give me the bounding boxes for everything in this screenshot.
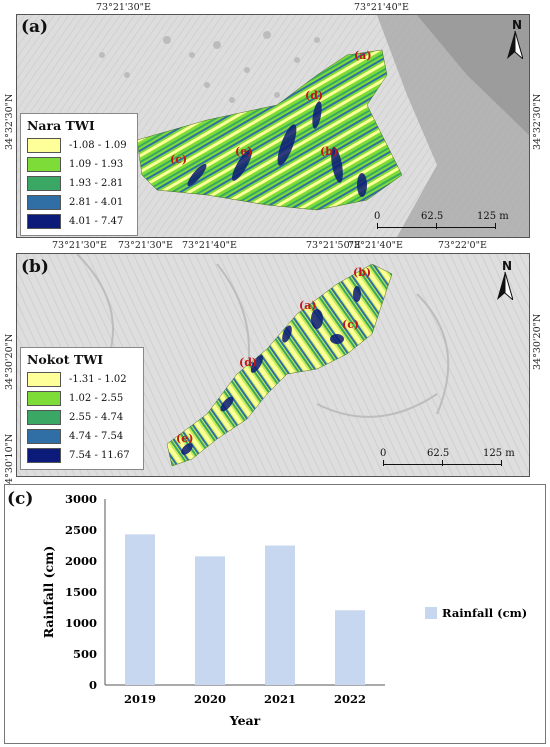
hillshade-map-a bbox=[17, 15, 529, 237]
legend-label: 1.09 - 1.93 bbox=[69, 159, 124, 170]
panel-label-a: (a) bbox=[21, 17, 49, 37]
legend-item: 1.09 - 1.93 bbox=[27, 155, 131, 174]
top-coord-a-1: 73°21'30"E bbox=[96, 2, 151, 13]
legend-item: 1.93 - 2.81 bbox=[27, 174, 131, 193]
scale-label: 0 bbox=[374, 211, 381, 222]
legend-item: 4.74 - 7.54 bbox=[27, 427, 137, 446]
legend-swatch bbox=[27, 410, 61, 425]
y-tick-label: 2000 bbox=[65, 554, 97, 568]
legend-item: -1.31 - 1.02 bbox=[27, 370, 137, 389]
x-axis-label: Year bbox=[229, 713, 261, 728]
site-label-a-a: (a) bbox=[354, 49, 372, 62]
legend-title-a: Nara TWI bbox=[27, 118, 95, 133]
scale-label: 125 m bbox=[483, 448, 515, 459]
right-coord-b: 34°30'20"N bbox=[532, 313, 543, 370]
north-arrow-icon bbox=[507, 31, 523, 59]
legend-item: -1.08 - 1.09 bbox=[27, 136, 131, 155]
legend-b: Nokot TWI -1.31 - 1.02 1.02 - 2.55 2.55 … bbox=[20, 347, 144, 470]
site-label-a-b: (b) bbox=[320, 145, 339, 158]
y-tick-label: 3000 bbox=[65, 492, 97, 506]
site-label-b-a: (a) bbox=[299, 299, 317, 312]
legend-label: 7.54 - 11.67 bbox=[69, 450, 130, 461]
legend-label: 1.02 - 2.55 bbox=[69, 393, 124, 404]
x-tick-label: 2021 bbox=[264, 692, 296, 706]
rainfall-bar-chart: 0 500 1000 1500 2000 2500 3000 2019 2020 2021 2022… bbox=[41, 492, 527, 728]
left-coord-a: 34°32'30"N bbox=[4, 93, 15, 150]
bar-2021 bbox=[265, 545, 295, 685]
legend-label: 2.55 - 4.74 bbox=[69, 412, 124, 423]
site-label-b-d: (d) bbox=[239, 356, 258, 369]
legend-item: 4.01 - 7.47 bbox=[27, 212, 131, 231]
legend-swatch bbox=[27, 429, 61, 444]
legend-item: 1.02 - 2.55 bbox=[27, 389, 137, 408]
left-coord-b-top: 34°30'20"N bbox=[4, 333, 15, 390]
legend-swatch-rainfall bbox=[425, 607, 437, 619]
legend-swatch bbox=[27, 372, 61, 387]
legend-a: Nara TWI -1.08 - 1.09 1.09 - 1.93 1.93 -… bbox=[20, 113, 138, 236]
legend-swatch bbox=[27, 157, 61, 172]
scale-label: 0 bbox=[380, 448, 387, 459]
site-label-b-b: (b) bbox=[353, 266, 372, 279]
map-panel-b: (b) (a) (b) (c) (d) (e) N Nokot TWI -1.3… bbox=[16, 253, 530, 477]
legend-swatch bbox=[27, 214, 61, 229]
north-arrow-a: N bbox=[507, 19, 527, 59]
top-coord-b-1: 73°21'30"E bbox=[118, 240, 173, 251]
legend-item: 7.54 - 11.67 bbox=[27, 446, 137, 465]
legend-swatch bbox=[27, 448, 61, 463]
legend-swatch bbox=[27, 176, 61, 191]
legend-swatch bbox=[27, 391, 61, 406]
legend-swatch bbox=[27, 138, 61, 153]
legend-swatch bbox=[27, 195, 61, 210]
scale-label: 125 m bbox=[477, 211, 509, 222]
x-tick-label: 2020 bbox=[194, 692, 226, 706]
bar-2020 bbox=[195, 556, 225, 685]
top-coord-b-2: 73°21'40"E bbox=[348, 240, 403, 251]
rainfall-chart-panel: (c) 0 500 1000 1500 2000 2500 3000 2019 2020 2021… bbox=[4, 484, 546, 744]
top-coord-a-2: 73°21'40"E bbox=[354, 2, 409, 13]
legend-label: 4.01 - 7.47 bbox=[69, 216, 124, 227]
y-axis-label: Rainfall (cm) bbox=[41, 546, 56, 639]
x-tick-label: 2022 bbox=[334, 692, 366, 706]
legend-label-rainfall: Rainfall (cm) bbox=[442, 606, 527, 620]
site-label-b-c: (c) bbox=[342, 318, 360, 331]
bottom-coord-a-3: 73°21'50"E bbox=[306, 240, 361, 251]
panel-label-c: (c) bbox=[7, 489, 34, 509]
north-arrow-icon bbox=[497, 272, 513, 300]
left-coord-b: 34°30'10"N bbox=[4, 433, 15, 490]
y-tick-label: 1000 bbox=[65, 616, 97, 630]
site-label-a-e: (e) bbox=[235, 145, 253, 158]
bar-2019 bbox=[125, 534, 155, 685]
legend-label: -1.31 - 1.02 bbox=[69, 374, 127, 385]
legend-item: 2.55 - 4.74 bbox=[27, 408, 137, 427]
scale-label: 62.5 bbox=[427, 448, 450, 459]
bar-2022 bbox=[335, 610, 365, 685]
y-tick-label: 2500 bbox=[65, 523, 97, 537]
scale-label: 62.5 bbox=[421, 211, 444, 222]
legend-label: 4.74 - 7.54 bbox=[69, 431, 124, 442]
y-tick-label: 0 bbox=[89, 678, 97, 692]
legend-label: 1.93 - 2.81 bbox=[69, 178, 124, 189]
top-coord-b-4: 73°22'0"E bbox=[438, 240, 487, 251]
y-tick-label: 1500 bbox=[65, 585, 97, 599]
site-label-a-c: (c) bbox=[170, 153, 188, 166]
y-tick-label: 500 bbox=[73, 647, 97, 661]
legend-title-b: Nokot TWI bbox=[27, 352, 104, 367]
x-tick-label: 2019 bbox=[124, 692, 156, 706]
site-label-b-e: (e) bbox=[176, 432, 194, 445]
legend-item: 2.81 - 4.01 bbox=[27, 193, 131, 212]
north-arrow-b: N bbox=[497, 260, 517, 300]
scale-bar-b: 0 62.5 125 m bbox=[380, 448, 515, 468]
legend-label: -1.08 - 1.09 bbox=[69, 140, 127, 151]
right-coord-a: 34°32'30"N bbox=[532, 93, 543, 150]
legend-label: 2.81 - 4.01 bbox=[69, 197, 124, 208]
panel-label-b: (b) bbox=[21, 257, 49, 277]
bottom-coord-a-2: 73°21'40"E bbox=[182, 240, 237, 251]
scale-bar-a: 0 62.5 125 m bbox=[374, 211, 509, 231]
map-panel-a: (a) (a) (b) (c) (d) (e) N Nara TWI -1.08… bbox=[16, 14, 530, 238]
site-label-a-d: (d) bbox=[305, 89, 324, 102]
bottom-coord-a-1: 73°21'30"E bbox=[52, 240, 107, 251]
